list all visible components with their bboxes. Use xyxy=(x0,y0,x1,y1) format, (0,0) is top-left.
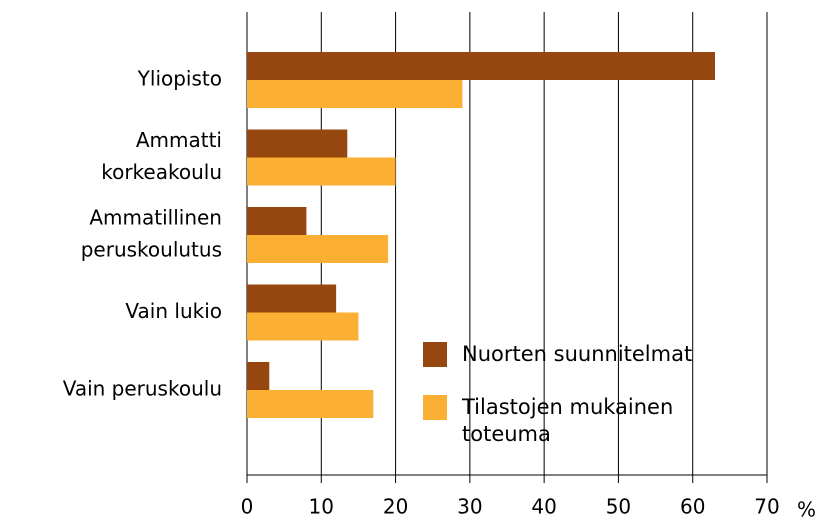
y-tick-label: Yliopisto xyxy=(137,67,222,91)
legend-swatch xyxy=(423,342,447,367)
y-tick-label: Vain lukio xyxy=(125,299,222,323)
bar xyxy=(247,80,463,108)
y-tick-label: korkeakoulu xyxy=(101,160,222,184)
bar xyxy=(247,52,715,80)
bar xyxy=(247,157,396,186)
x-tick-label: 40 xyxy=(531,495,556,519)
bar xyxy=(247,390,374,418)
x-tick-label: 50 xyxy=(606,495,631,519)
bar xyxy=(247,129,348,158)
x-tick-label: 0 xyxy=(241,495,254,519)
x-tick-label: 60 xyxy=(680,495,705,519)
y-tick-label: Vain peruskoulu xyxy=(63,377,222,401)
x-unit: % xyxy=(797,498,816,522)
bar xyxy=(247,235,389,263)
bar xyxy=(247,207,307,235)
x-tick-label: 10 xyxy=(309,495,334,519)
legend-label: Nuorten suunnitelmat xyxy=(462,342,693,366)
y-tick-label: Ammatillinen xyxy=(89,206,222,230)
x-tick-label: 70 xyxy=(754,495,779,519)
x-tick-label: 20 xyxy=(383,495,408,519)
legend-swatch xyxy=(423,395,447,420)
x-tick-label: 30 xyxy=(457,495,482,519)
bar xyxy=(247,284,337,313)
y-tick-label: peruskoulutus xyxy=(81,238,222,262)
bar xyxy=(247,312,359,341)
bar xyxy=(247,362,270,390)
y-tick-label: Ammatti xyxy=(136,128,222,152)
legend-label: Tilastojen mukainen toteuma xyxy=(462,395,674,446)
